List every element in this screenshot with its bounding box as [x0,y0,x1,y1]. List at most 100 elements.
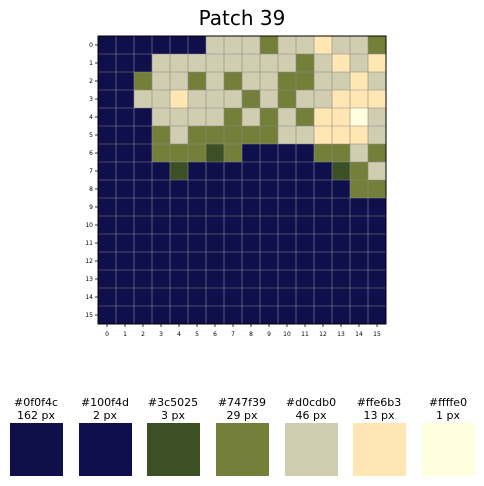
heatmap-cell [206,72,224,90]
heatmap-cell [206,36,224,54]
x-tick-label: 3 [159,331,163,338]
heatmap-cell [368,126,386,144]
y-tick-label: 3 [89,96,93,103]
heatmap-cell [314,162,332,180]
heatmap-cell [278,252,296,270]
heatmap-cell [332,36,350,54]
heatmap-cell [224,144,242,162]
heatmap-cell [98,234,116,252]
heatmap-cell [134,90,152,108]
heatmap-cell [260,306,278,324]
heatmap-cell [98,36,116,54]
heatmap-cell [314,108,332,126]
heatmap-cell [98,108,116,126]
legend-swatch: #ffffe0 1 px [414,396,482,476]
x-tick-label: 11 [301,331,309,338]
heatmap-cell [332,72,350,90]
heatmap-cell [98,306,116,324]
heatmap-cell [242,234,260,252]
heatmap-cell [296,252,314,270]
heatmap-cell [296,162,314,180]
heatmap-cell [224,252,242,270]
heatmap-cell [206,162,224,180]
y-tick-label: 13 [85,276,93,283]
heatmap-cell [170,252,188,270]
heatmap-cell [224,72,242,90]
heatmap-cell [152,306,170,324]
x-tick-label: 13 [337,331,345,338]
heatmap-cell [260,36,278,54]
heatmap-cell [260,162,278,180]
y-tick-label: 1 [89,60,93,67]
heatmap-cell [152,72,170,90]
heatmap-cell [134,36,152,54]
heatmap-cell [170,54,188,72]
heatmap-cell [242,54,260,72]
heatmap-cell [98,270,116,288]
heatmap-cell [350,72,368,90]
heatmap-cell [170,234,188,252]
heatmap-cell [170,180,188,198]
x-tick-label: 8 [249,331,253,338]
heatmap-cell [350,288,368,306]
heatmap-cell [368,288,386,306]
heatmap-cell [188,72,206,90]
heatmap-cell [242,162,260,180]
heatmap-cell [278,90,296,108]
y-tick-label: 10 [85,222,93,229]
heatmap-cell [170,288,188,306]
heatmap-cell [116,306,134,324]
y-tick-label: 15 [85,312,93,319]
heatmap-cell [350,90,368,108]
heatmap-cell [98,72,116,90]
heatmap-cell [188,126,206,144]
heatmap-cell [278,270,296,288]
heatmap-cell [332,270,350,288]
heatmap-cell [170,162,188,180]
heatmap-cell [152,198,170,216]
heatmap-cell [188,180,206,198]
heatmap-cell [314,144,332,162]
heatmap-cell [134,126,152,144]
heatmap-cell [188,90,206,108]
heatmap-cell [206,234,224,252]
heatmap-cell [368,54,386,72]
heatmap-cell [368,180,386,198]
heatmap-cell [368,144,386,162]
x-tick-label: 12 [319,331,327,338]
heatmap-cell [170,126,188,144]
heatmap-cell [206,306,224,324]
heatmap-cell [278,216,296,234]
legend-swatch: #0f0f4c 162 px [2,396,70,476]
heatmap-cell [224,234,242,252]
heatmap-cell [206,198,224,216]
heatmap-cell [314,126,332,144]
heatmap-cell [350,126,368,144]
heatmap-cell [188,162,206,180]
x-tick-label: 7 [231,331,235,338]
heatmap-cell [206,54,224,72]
heatmap-cell [368,252,386,270]
heatmap-cell [152,108,170,126]
heatmap-cell [242,90,260,108]
heatmap-cell [350,306,368,324]
heatmap-cell [368,36,386,54]
heatmap-cell [314,306,332,324]
heatmap-cell [152,216,170,234]
heatmap-cell [206,252,224,270]
heatmap-cell [368,90,386,108]
heatmap-cell [260,180,278,198]
heatmap-cell [242,72,260,90]
heatmap-cell [242,198,260,216]
legend-hex-label: #ffffe0 [428,396,468,409]
heatmap-cell [278,126,296,144]
heatmap-cell [134,252,152,270]
heatmap-cell [314,90,332,108]
heatmap-cell [368,216,386,234]
heatmap-cell [260,54,278,72]
heatmap-cell [98,144,116,162]
heatmap-cell [296,216,314,234]
heatmap-cell [116,288,134,306]
heatmap-cell [332,162,350,180]
heatmap-cell [350,216,368,234]
